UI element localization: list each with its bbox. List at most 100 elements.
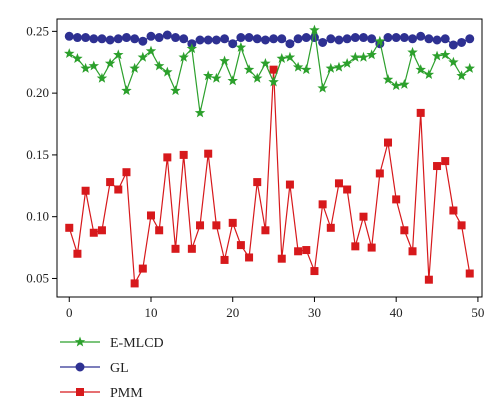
plot-frame (56, 18, 483, 298)
data-point-gl (293, 34, 303, 44)
data-point-e-mlcd (104, 57, 116, 68)
data-point-pmm (359, 212, 368, 221)
data-point-e-mlcd (153, 60, 165, 71)
data-point-pmm (253, 178, 262, 187)
data-point-gl (195, 35, 205, 45)
legend-marker-gl (75, 362, 85, 372)
data-point-e-mlcd (423, 69, 435, 80)
data-point-pmm (465, 269, 474, 278)
data-point-pmm (163, 153, 172, 162)
legend: E-MLCD GL PMM (60, 336, 164, 401)
legend-marker-pmm (76, 388, 84, 396)
data-point-e-mlcd (350, 51, 361, 62)
data-point-pmm (196, 221, 205, 230)
data-point-pmm (285, 180, 294, 189)
data-point-gl (220, 34, 230, 44)
data-point-e-mlcd (374, 35, 386, 46)
legend-label-e-mlcd: E-MLCD (110, 336, 164, 351)
data-point-gl (260, 35, 270, 45)
data-point-gl (334, 35, 344, 45)
data-point-e-mlcd (464, 62, 475, 73)
data-point-pmm (334, 179, 343, 188)
data-point-gl (211, 35, 221, 45)
data-point-e-mlcd (341, 57, 353, 68)
data-point-pmm (212, 221, 221, 230)
y-tick-label: 0.20 (26, 85, 49, 100)
data-point-pmm (122, 168, 131, 177)
data-point-gl (457, 37, 467, 47)
data-point-e-mlcd (211, 72, 222, 83)
data-point-e-mlcd (129, 62, 140, 73)
data-point-e-mlcd (64, 48, 75, 59)
data-point-gl (154, 33, 164, 43)
data-point-pmm (400, 226, 409, 235)
data-point-e-mlcd (439, 49, 451, 60)
data-point-e-mlcd (80, 62, 91, 73)
data-point-pmm (89, 228, 98, 237)
data-point-e-mlcd (219, 55, 230, 66)
data-point-gl (424, 34, 434, 44)
data-point-e-mlcd (96, 72, 108, 83)
series-layer (64, 24, 475, 288)
data-point-e-mlcd (399, 78, 410, 89)
data-point-gl (236, 33, 246, 43)
data-point-pmm (179, 150, 188, 159)
data-point-pmm (146, 211, 155, 220)
data-point-gl (179, 34, 189, 44)
legend-item-pmm: PMM (60, 386, 143, 401)
y-tick-label: 0.15 (26, 147, 49, 162)
data-point-e-mlcd (325, 62, 337, 73)
data-point-pmm (130, 279, 139, 288)
data-point-pmm (204, 149, 213, 158)
data-point-pmm (343, 185, 352, 194)
data-point-pmm (367, 243, 376, 252)
data-point-pmm (106, 178, 115, 187)
data-point-e-mlcd (186, 43, 198, 54)
data-point-pmm (97, 226, 106, 235)
data-point-e-mlcd (292, 61, 304, 72)
data-point-pmm (310, 267, 319, 276)
data-point-pmm (245, 253, 254, 262)
legend-marker-e-mlcd (74, 336, 86, 347)
y-tick-label: 0.10 (26, 209, 49, 224)
y-tick-label: 0.05 (26, 270, 49, 285)
data-point-gl (203, 35, 213, 45)
data-point-e-mlcd (137, 51, 149, 62)
data-point-pmm (449, 206, 458, 215)
data-point-gl (89, 34, 99, 44)
data-point-e-mlcd (456, 70, 467, 81)
data-point-pmm (220, 255, 229, 264)
data-point-e-mlcd (407, 46, 418, 57)
x-tick-label: 30 (308, 305, 321, 320)
data-point-gl (301, 33, 311, 43)
data-point-e-mlcd (268, 76, 279, 87)
data-point-pmm (155, 226, 164, 235)
x-tick-label: 50 (471, 305, 484, 320)
data-point-gl (326, 34, 336, 44)
data-point-pmm (384, 138, 393, 147)
data-point-gl (440, 34, 450, 44)
data-point-e-mlcd (358, 51, 369, 62)
series-gl (64, 30, 475, 50)
x-tick-label: 20 (226, 305, 239, 320)
data-point-pmm (318, 200, 327, 209)
data-point-gl (399, 33, 409, 43)
data-point-pmm (187, 244, 196, 253)
data-point-pmm (375, 169, 384, 178)
data-point-pmm (171, 244, 180, 253)
data-point-gl (113, 34, 123, 44)
series-pmm (65, 65, 474, 288)
data-point-gl (465, 34, 475, 44)
series-line-e-mlcd (68, 29, 471, 114)
axes: 0 10 20 30 40 50 0.05 0.10 0.15 0.20 0.25 (26, 23, 484, 320)
data-point-e-mlcd (202, 70, 214, 81)
x-tick-label: 40 (390, 305, 403, 320)
data-point-e-mlcd (431, 50, 443, 61)
data-point-gl (318, 37, 328, 47)
data-point-pmm (138, 264, 147, 273)
data-point-gl (277, 34, 287, 44)
data-point-gl (244, 33, 254, 43)
data-point-e-mlcd (252, 72, 263, 83)
data-point-pmm (351, 242, 360, 251)
